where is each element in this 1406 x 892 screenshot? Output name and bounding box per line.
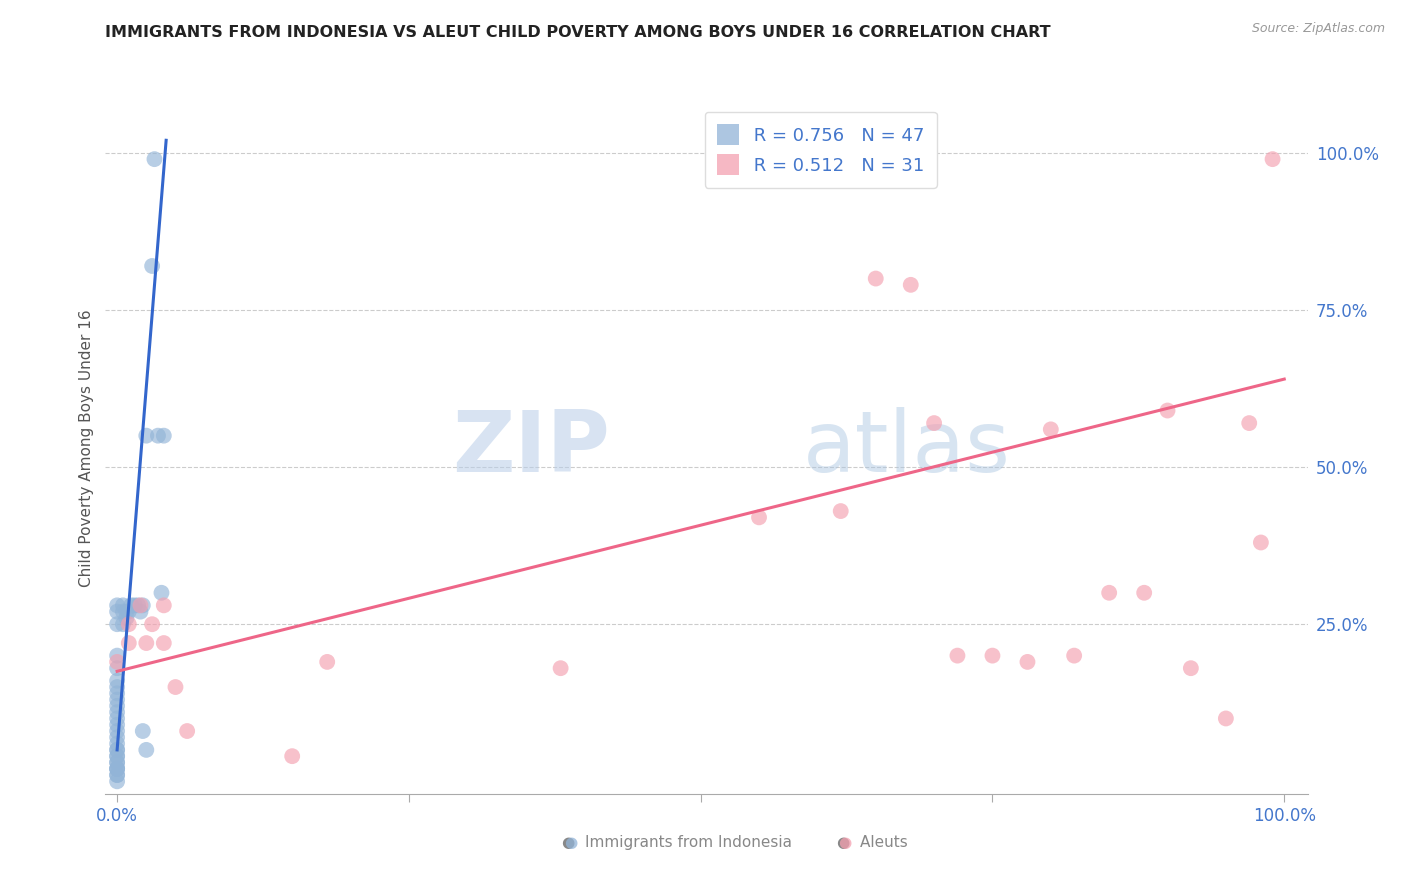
Point	[105, 692, 128, 706]
Point	[105, 749, 128, 764]
Point	[135, 743, 157, 757]
Point	[120, 599, 142, 613]
Point	[105, 686, 128, 700]
Point	[105, 737, 128, 751]
Point	[1215, 711, 1237, 725]
Point	[900, 277, 922, 292]
Point	[1250, 535, 1272, 549]
Point	[922, 416, 945, 430]
Text: atlas: atlas	[803, 407, 1011, 490]
Point	[105, 731, 128, 745]
Point	[105, 680, 128, 694]
Text: ●: ●	[838, 836, 851, 850]
Point	[281, 749, 304, 764]
Point	[105, 648, 128, 663]
Point	[748, 510, 770, 524]
Point	[105, 762, 128, 776]
Point	[129, 605, 152, 619]
Point	[176, 724, 198, 739]
Point	[153, 428, 176, 442]
Point	[124, 599, 146, 613]
Point	[1237, 416, 1260, 430]
Point	[105, 756, 128, 770]
Point	[105, 661, 128, 675]
Point	[1017, 655, 1039, 669]
Point	[118, 636, 141, 650]
Legend:  R = 0.756   N = 47,  R = 0.512   N = 31: R = 0.756 N = 47, R = 0.512 N = 31	[704, 112, 936, 187]
Point	[165, 680, 187, 694]
Point	[105, 698, 128, 713]
Point	[830, 504, 852, 518]
Point	[105, 762, 128, 776]
Text: IMMIGRANTS FROM INDONESIA VS ALEUT CHILD POVERTY AMONG BOYS UNDER 16 CORRELATION: IMMIGRANTS FROM INDONESIA VS ALEUT CHILD…	[105, 25, 1052, 40]
Text: ZIP: ZIP	[453, 407, 610, 490]
Point	[105, 717, 128, 731]
Point	[105, 768, 128, 782]
Point	[146, 428, 169, 442]
Point	[111, 599, 134, 613]
Point	[141, 259, 163, 273]
Point	[1039, 422, 1062, 436]
Point	[143, 152, 166, 166]
Point	[153, 599, 176, 613]
Point	[141, 617, 163, 632]
Point	[865, 271, 887, 285]
Point	[111, 605, 134, 619]
Point	[105, 673, 128, 688]
Point	[105, 617, 128, 632]
Point	[127, 599, 149, 613]
Point	[132, 599, 155, 613]
Point	[1261, 152, 1284, 166]
Text: Source: ZipAtlas.com: Source: ZipAtlas.com	[1251, 22, 1385, 36]
Point	[1098, 586, 1121, 600]
Point	[105, 768, 128, 782]
Point	[105, 599, 128, 613]
Point	[316, 655, 339, 669]
Text: ●  Aleuts: ● Aleuts	[837, 836, 907, 850]
Point	[105, 724, 128, 739]
Point	[115, 605, 138, 619]
Point	[105, 605, 128, 619]
Point	[111, 617, 134, 632]
Point	[105, 705, 128, 719]
Point	[118, 605, 141, 619]
Point	[105, 762, 128, 776]
Point	[129, 599, 152, 613]
Point	[946, 648, 969, 663]
Point	[135, 636, 157, 650]
Point	[118, 617, 141, 632]
Y-axis label: Child Poverty Among Boys Under 16: Child Poverty Among Boys Under 16	[79, 310, 94, 587]
Point	[153, 636, 176, 650]
Point	[115, 611, 138, 625]
Text: ●: ●	[564, 836, 576, 850]
Point	[1133, 586, 1156, 600]
Point	[1180, 661, 1202, 675]
Point	[105, 711, 128, 725]
Point	[105, 756, 128, 770]
Point	[105, 655, 128, 669]
Point	[981, 648, 1004, 663]
Point	[1063, 648, 1085, 663]
Point	[1156, 403, 1178, 417]
Point	[105, 743, 128, 757]
Point	[105, 774, 128, 789]
Point	[105, 749, 128, 764]
Point	[550, 661, 572, 675]
Point	[150, 586, 173, 600]
Text: ●  Immigrants from Indonesia: ● Immigrants from Indonesia	[562, 836, 793, 850]
Point	[105, 743, 128, 757]
Point	[132, 724, 155, 739]
Point	[135, 428, 157, 442]
